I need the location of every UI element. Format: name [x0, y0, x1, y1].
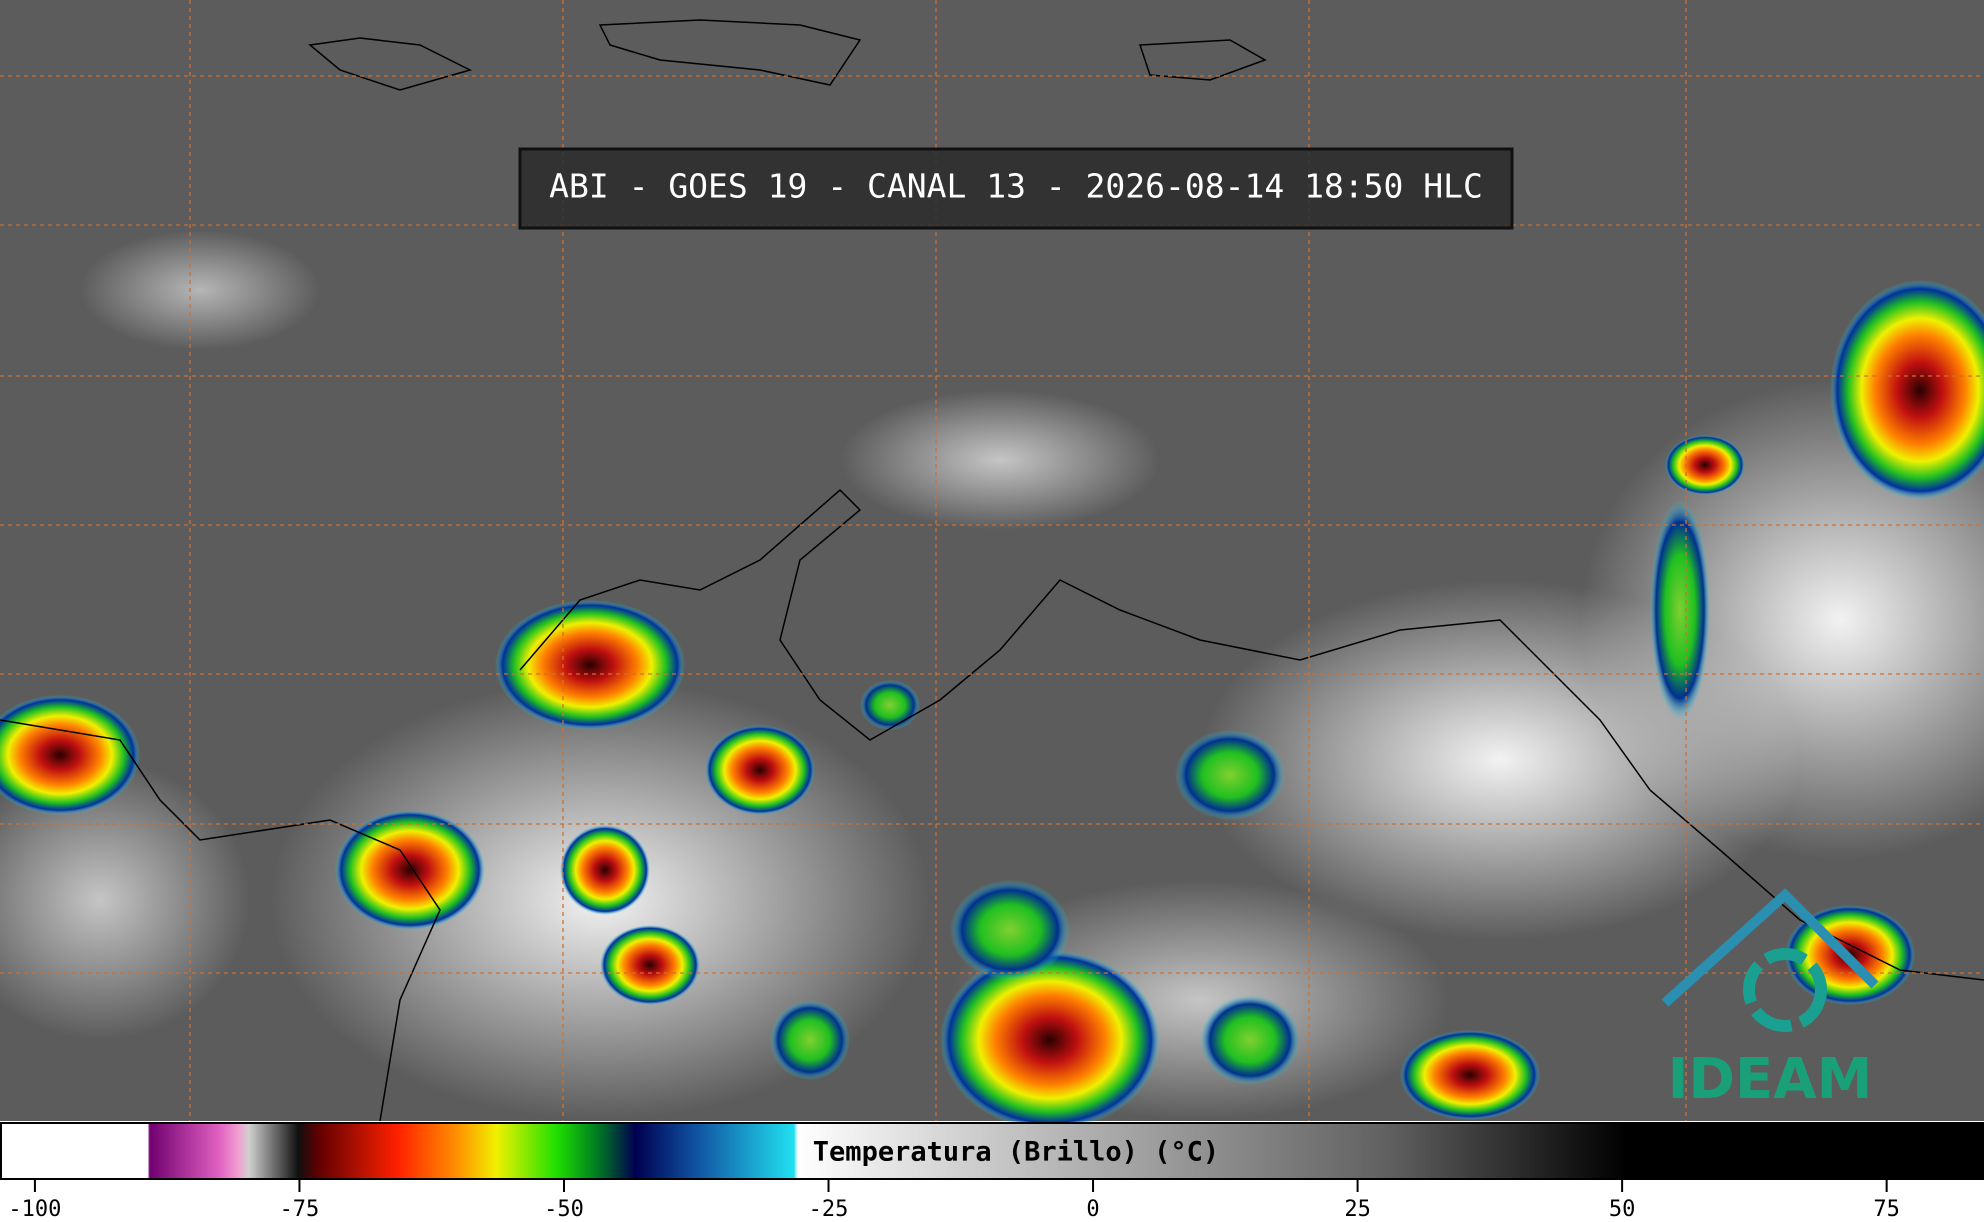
colorbar	[0, 1122, 1984, 1180]
map-title: ABI - GOES 19 - CANAL 13 - 2026-08-14 18…	[549, 167, 1483, 206]
storms	[0, 280, 1984, 1130]
colorbar-tick-label: 25	[1344, 1197, 1371, 1222]
colorbar-label: Temperatura (Brillo) (°C)	[813, 1137, 1219, 1168]
colorbar-tick-label: -100	[8, 1197, 61, 1222]
colorbar-tick-label: -75	[280, 1197, 320, 1222]
coastlines	[0, 19, 1984, 1122]
logo: IDEAM	[1661, 888, 1879, 1112]
title-box	[518, 147, 1514, 230]
colorbar-tick-label: -25	[809, 1197, 849, 1222]
colorbar-tick-label: 75	[1873, 1197, 1900, 1222]
colorbar-tick-label: 0	[1086, 1197, 1099, 1222]
colorbar-tick-label: 50	[1609, 1197, 1636, 1222]
colorbar-tick-label: -50	[544, 1197, 584, 1222]
logo-text: IDEAM	[1668, 1047, 1873, 1112]
